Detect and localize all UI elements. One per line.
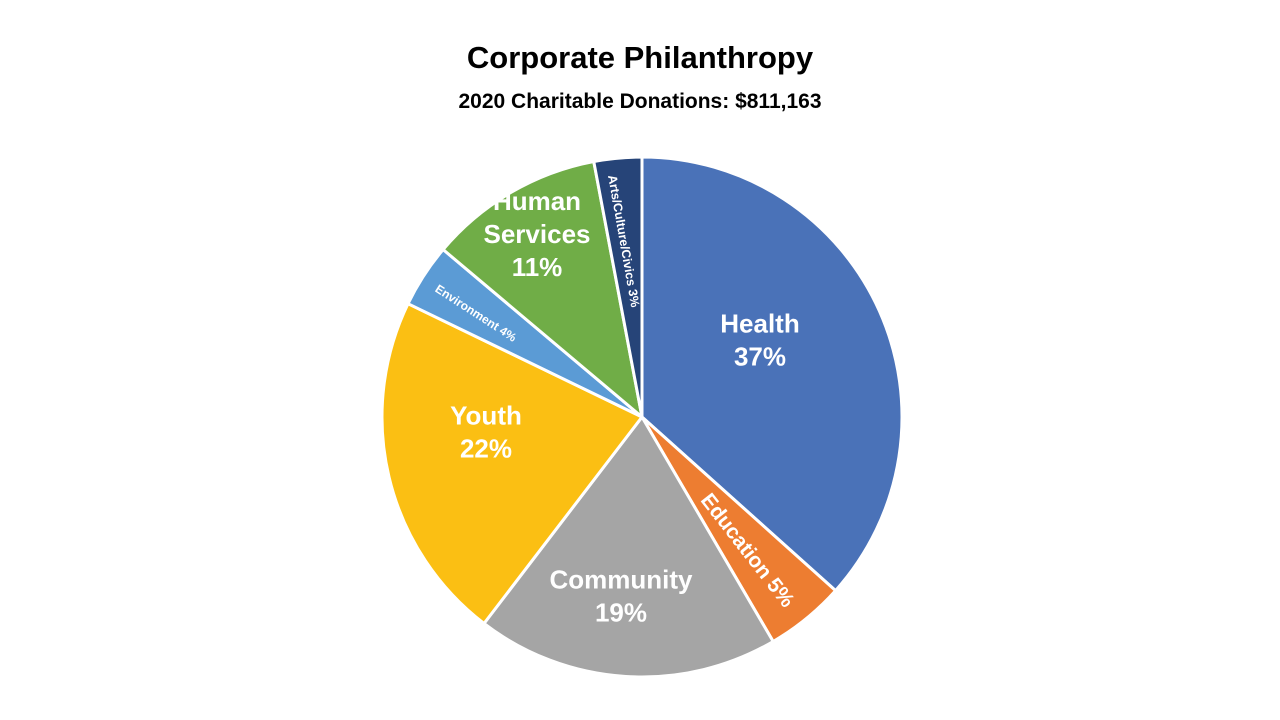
pie-slice-human-services (441, 160, 644, 419)
slice-label-health: Health 37% (720, 309, 799, 372)
slice-label-line: Youth (450, 401, 522, 431)
chart-subtitle: 2020 Charitable Donations: $811,163 (458, 90, 822, 113)
slice-label-line: 11% (512, 252, 563, 282)
pie-slice-health (640, 155, 904, 593)
pie-slice-youth (380, 302, 644, 625)
chart-title: Corporate Philanthropy (466, 40, 814, 75)
slice-label-line: Human (493, 186, 581, 216)
slice-label-line: Services (484, 219, 591, 249)
slice-label-youth: Youth 22% (450, 401, 522, 464)
slice-label-line: 37% (734, 342, 786, 372)
slice-label-line: Community (550, 565, 694, 595)
slice-label-line: 22% (460, 434, 512, 464)
slice-label-line: Health (720, 309, 799, 339)
slice-label-human-services: Human Services 11% (484, 186, 591, 282)
slice-label-community: Community 19% (550, 565, 694, 628)
pie-slice-arts-culture-civics (592, 155, 644, 419)
slice-label-line: 19% (595, 598, 647, 628)
pie-slice-community (482, 415, 775, 679)
